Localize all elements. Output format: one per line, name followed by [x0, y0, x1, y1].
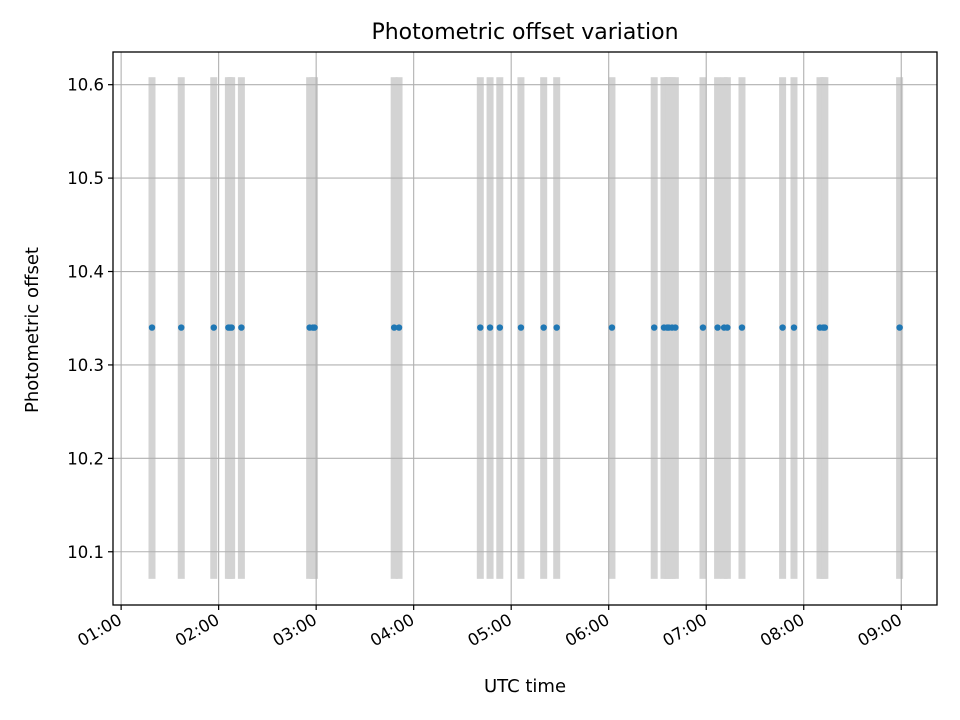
data-point — [821, 324, 829, 331]
y-tick-label: 10.6 — [67, 76, 104, 95]
data-point — [238, 324, 245, 331]
data-point — [540, 324, 547, 331]
data-point — [148, 324, 156, 331]
chart-title: Photometric offset variation — [371, 20, 678, 45]
y-axis-label: Photometric offset — [22, 247, 43, 413]
data-point — [553, 324, 560, 331]
data-point — [608, 324, 616, 331]
y-axis-ticks: 10.1 10.2 10.3 10.4 10.5 10.6 — [67, 76, 113, 562]
data-point — [672, 324, 679, 331]
data-point — [496, 324, 504, 331]
y-tick-label: 10.5 — [67, 169, 104, 188]
y-tick-label: 10.3 — [67, 356, 104, 375]
y-tick-label: 10.4 — [67, 263, 104, 282]
y-tick-label: 10.1 — [67, 543, 104, 562]
data-point — [738, 324, 746, 331]
data-point — [228, 324, 235, 331]
data-point — [779, 324, 786, 331]
data-point — [477, 324, 484, 331]
y-tick-label: 10.2 — [67, 449, 104, 468]
data-points — [148, 324, 903, 331]
data-point — [486, 324, 494, 331]
data-point — [311, 324, 318, 331]
data-point — [395, 324, 403, 331]
data-point — [714, 324, 721, 331]
data-point — [390, 324, 398, 331]
data-point — [517, 324, 525, 331]
plot-frame — [112, 51, 938, 606]
x-axis-label: UTC time — [484, 676, 566, 697]
data-point — [896, 324, 903, 331]
data-point — [210, 324, 217, 331]
data-point — [724, 324, 731, 331]
data-point — [790, 324, 798, 331]
data-point — [651, 324, 658, 331]
data-point — [178, 324, 185, 331]
data-point — [699, 324, 707, 331]
